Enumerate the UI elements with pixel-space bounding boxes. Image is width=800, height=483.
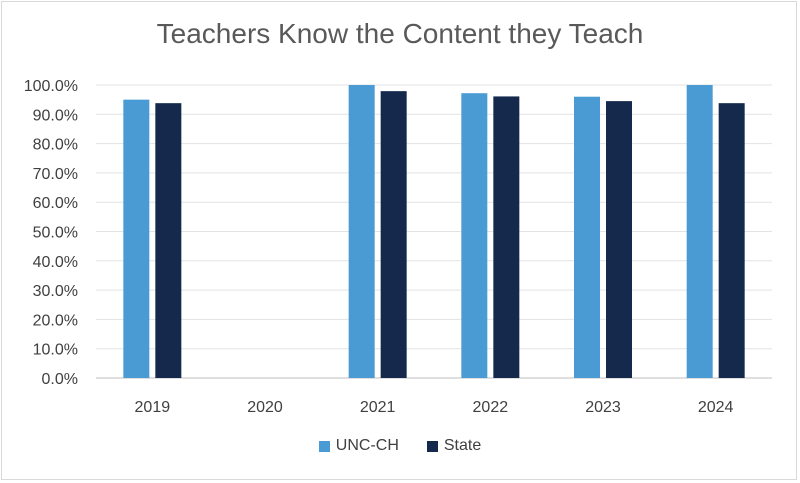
bar-unc-ch-2021: [348, 85, 375, 378]
x-tick-label: 2019: [135, 399, 171, 416]
y-tick-label: 90.0%: [33, 107, 78, 124]
x-axis-ticks: 2019 2020 2021 2022 2023 2024: [135, 399, 734, 416]
x-tick-label: 2024: [698, 399, 734, 416]
y-tick-label: 0.0%: [42, 371, 78, 388]
y-tick-label: 10.0%: [33, 342, 78, 359]
y-tick-label: 70.0%: [33, 166, 78, 183]
x-tick-label: 2023: [585, 399, 621, 416]
y-tick-label: 50.0%: [33, 225, 78, 242]
bar-unc-ch-2019: [123, 99, 150, 379]
bar-state-2024: [718, 103, 745, 378]
y-tick-label: 60.0%: [33, 195, 78, 212]
x-tick-label: 2021: [360, 399, 396, 416]
y-tick-label: 40.0%: [33, 254, 78, 271]
legend-item-state: State: [426, 437, 482, 455]
legend: UNC-CH State: [2, 437, 798, 455]
x-tick-label: 2022: [473, 399, 509, 416]
y-tick-label: 100.0%: [24, 78, 78, 95]
bar-state-2019: [155, 103, 182, 378]
legend-label-state: State: [443, 437, 482, 454]
bar-unc-ch-2023: [574, 96, 600, 378]
bar-state-2021: [380, 91, 407, 378]
legend-swatch-state: [426, 440, 438, 452]
legend-swatch-unc-ch: [318, 440, 330, 452]
chart-title: Teachers Know the Content they Teach: [156, 18, 644, 49]
legend-item-unc-ch: UNC-CH: [318, 437, 399, 455]
bar-state-2022: [493, 96, 520, 378]
bars: [123, 85, 745, 379]
bar-state-2023: [606, 101, 632, 379]
x-tick-label: 2020: [247, 399, 283, 416]
gridlines: [96, 84, 772, 379]
y-axis-ticks: 0.0% 10.0% 20.0% 30.0% 40.0% 50.0% 60.0% 70.0% 8…: [24, 78, 78, 388]
y-tick-label: 80.0%: [33, 137, 78, 154]
bar-unc-ch-2022: [461, 93, 488, 378]
bar-unc-ch-2024: [686, 85, 713, 378]
y-tick-label: 30.0%: [33, 283, 78, 300]
y-tick-label: 20.0%: [33, 312, 78, 329]
legend-label-unc-ch: UNC-CH: [335, 437, 399, 454]
